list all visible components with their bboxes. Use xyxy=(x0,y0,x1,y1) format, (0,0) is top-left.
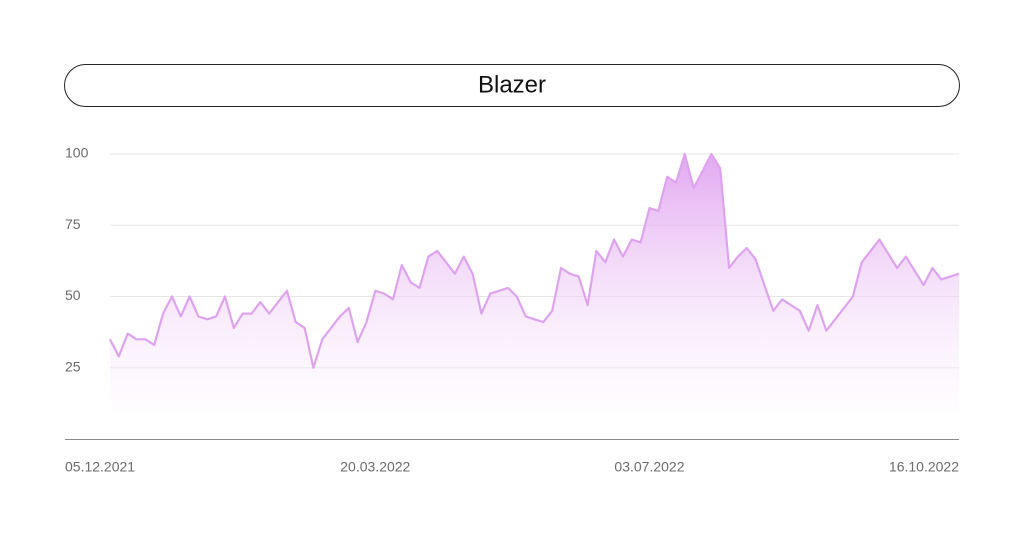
y-tick-label: 100 xyxy=(65,145,89,161)
chart-title: Blazer xyxy=(478,71,546,98)
y-tick-label: 50 xyxy=(65,287,81,303)
line xyxy=(109,152,960,369)
y-tick-label: 25 xyxy=(65,358,81,374)
area xyxy=(110,154,959,411)
x-tick-label: 20.03.2022 xyxy=(340,459,410,475)
title-box xyxy=(64,64,960,107)
x-tick-label: 16.10.2022 xyxy=(889,459,959,475)
y-tick-label: 75 xyxy=(65,216,81,232)
x-tick-label: 05.12.2021 xyxy=(65,459,135,475)
x-tick-label: 03.07.2022 xyxy=(614,459,684,475)
